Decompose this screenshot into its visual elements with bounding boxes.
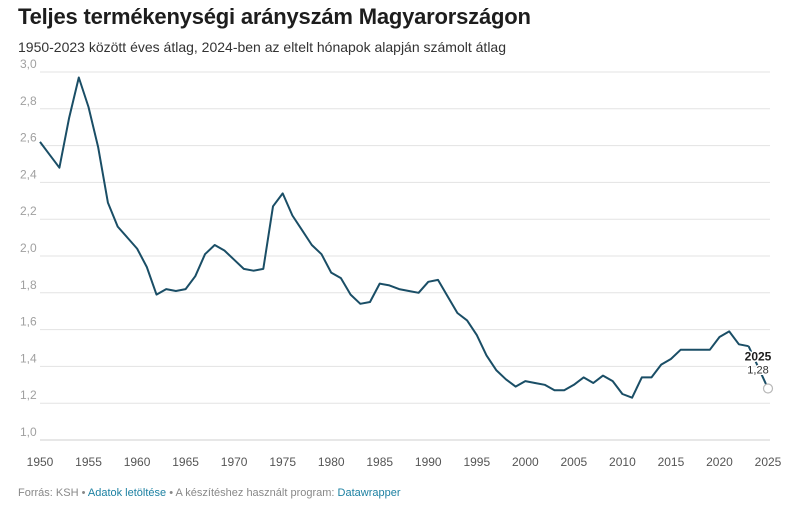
- tool-credit-text: • A készítéshez használt program:: [166, 487, 338, 499]
- x-tick-label: 2020: [706, 455, 733, 469]
- x-tick-label: 1970: [221, 455, 248, 469]
- x-tick-label: 1955: [75, 455, 102, 469]
- y-tick-label: 2,8: [20, 94, 37, 108]
- y-tick-label: 2,2: [20, 204, 37, 218]
- y-tick-label: 1,8: [20, 278, 37, 292]
- download-data-link[interactable]: Adatok letöltése: [87, 487, 167, 499]
- series-line: [39, 76, 749, 399]
- estimate-value-label: 1,28: [747, 364, 768, 376]
- x-tick-label: 1975: [269, 455, 296, 469]
- chart-title: Teljes termékenységi arányszám Magyarors…: [18, 4, 531, 29]
- datawrapper-link[interactable]: Datawrapper: [337, 487, 401, 499]
- footer-separator: •: [78, 487, 88, 499]
- x-tick-label: 2010: [609, 455, 636, 469]
- y-tick-label: 3,0: [20, 57, 37, 71]
- x-tick-label: 2025: [755, 455, 782, 469]
- y-tick-label: 2,6: [20, 131, 37, 145]
- chart-subtitle: 1950-2023 között éves átlag, 2024-ben az…: [18, 39, 507, 55]
- x-tick-label: 2000: [512, 455, 539, 469]
- estimate-point: [762, 383, 774, 394]
- y-tick-label: 1,6: [20, 315, 37, 329]
- y-tick-label: 2,4: [20, 167, 37, 181]
- x-tick-label: 1985: [366, 455, 393, 469]
- y-tick-label: 2,0: [20, 241, 37, 255]
- x-tick-label: 2015: [658, 455, 685, 469]
- x-tick-label: 1995: [463, 455, 490, 469]
- x-tick-label: 1980: [318, 455, 345, 469]
- y-tick-label: 1,0: [20, 425, 37, 439]
- x-tick-label: 1960: [124, 455, 151, 469]
- y-tick-label: 1,4: [20, 351, 37, 365]
- x-tick-label: 2005: [561, 455, 588, 469]
- estimate-year-label: 2025: [745, 349, 772, 363]
- x-tick-label: 1950: [27, 455, 54, 469]
- x-tick-label: 1990: [415, 455, 442, 469]
- chart-footer: Forrás: KSH • Adatok letöltése • A készí…: [18, 487, 401, 499]
- y-tick-label: 1,2: [20, 388, 37, 402]
- source-text: Forrás: KSH: [18, 487, 79, 499]
- x-tick-label: 1965: [172, 455, 199, 469]
- estimate-line: [747, 345, 769, 389]
